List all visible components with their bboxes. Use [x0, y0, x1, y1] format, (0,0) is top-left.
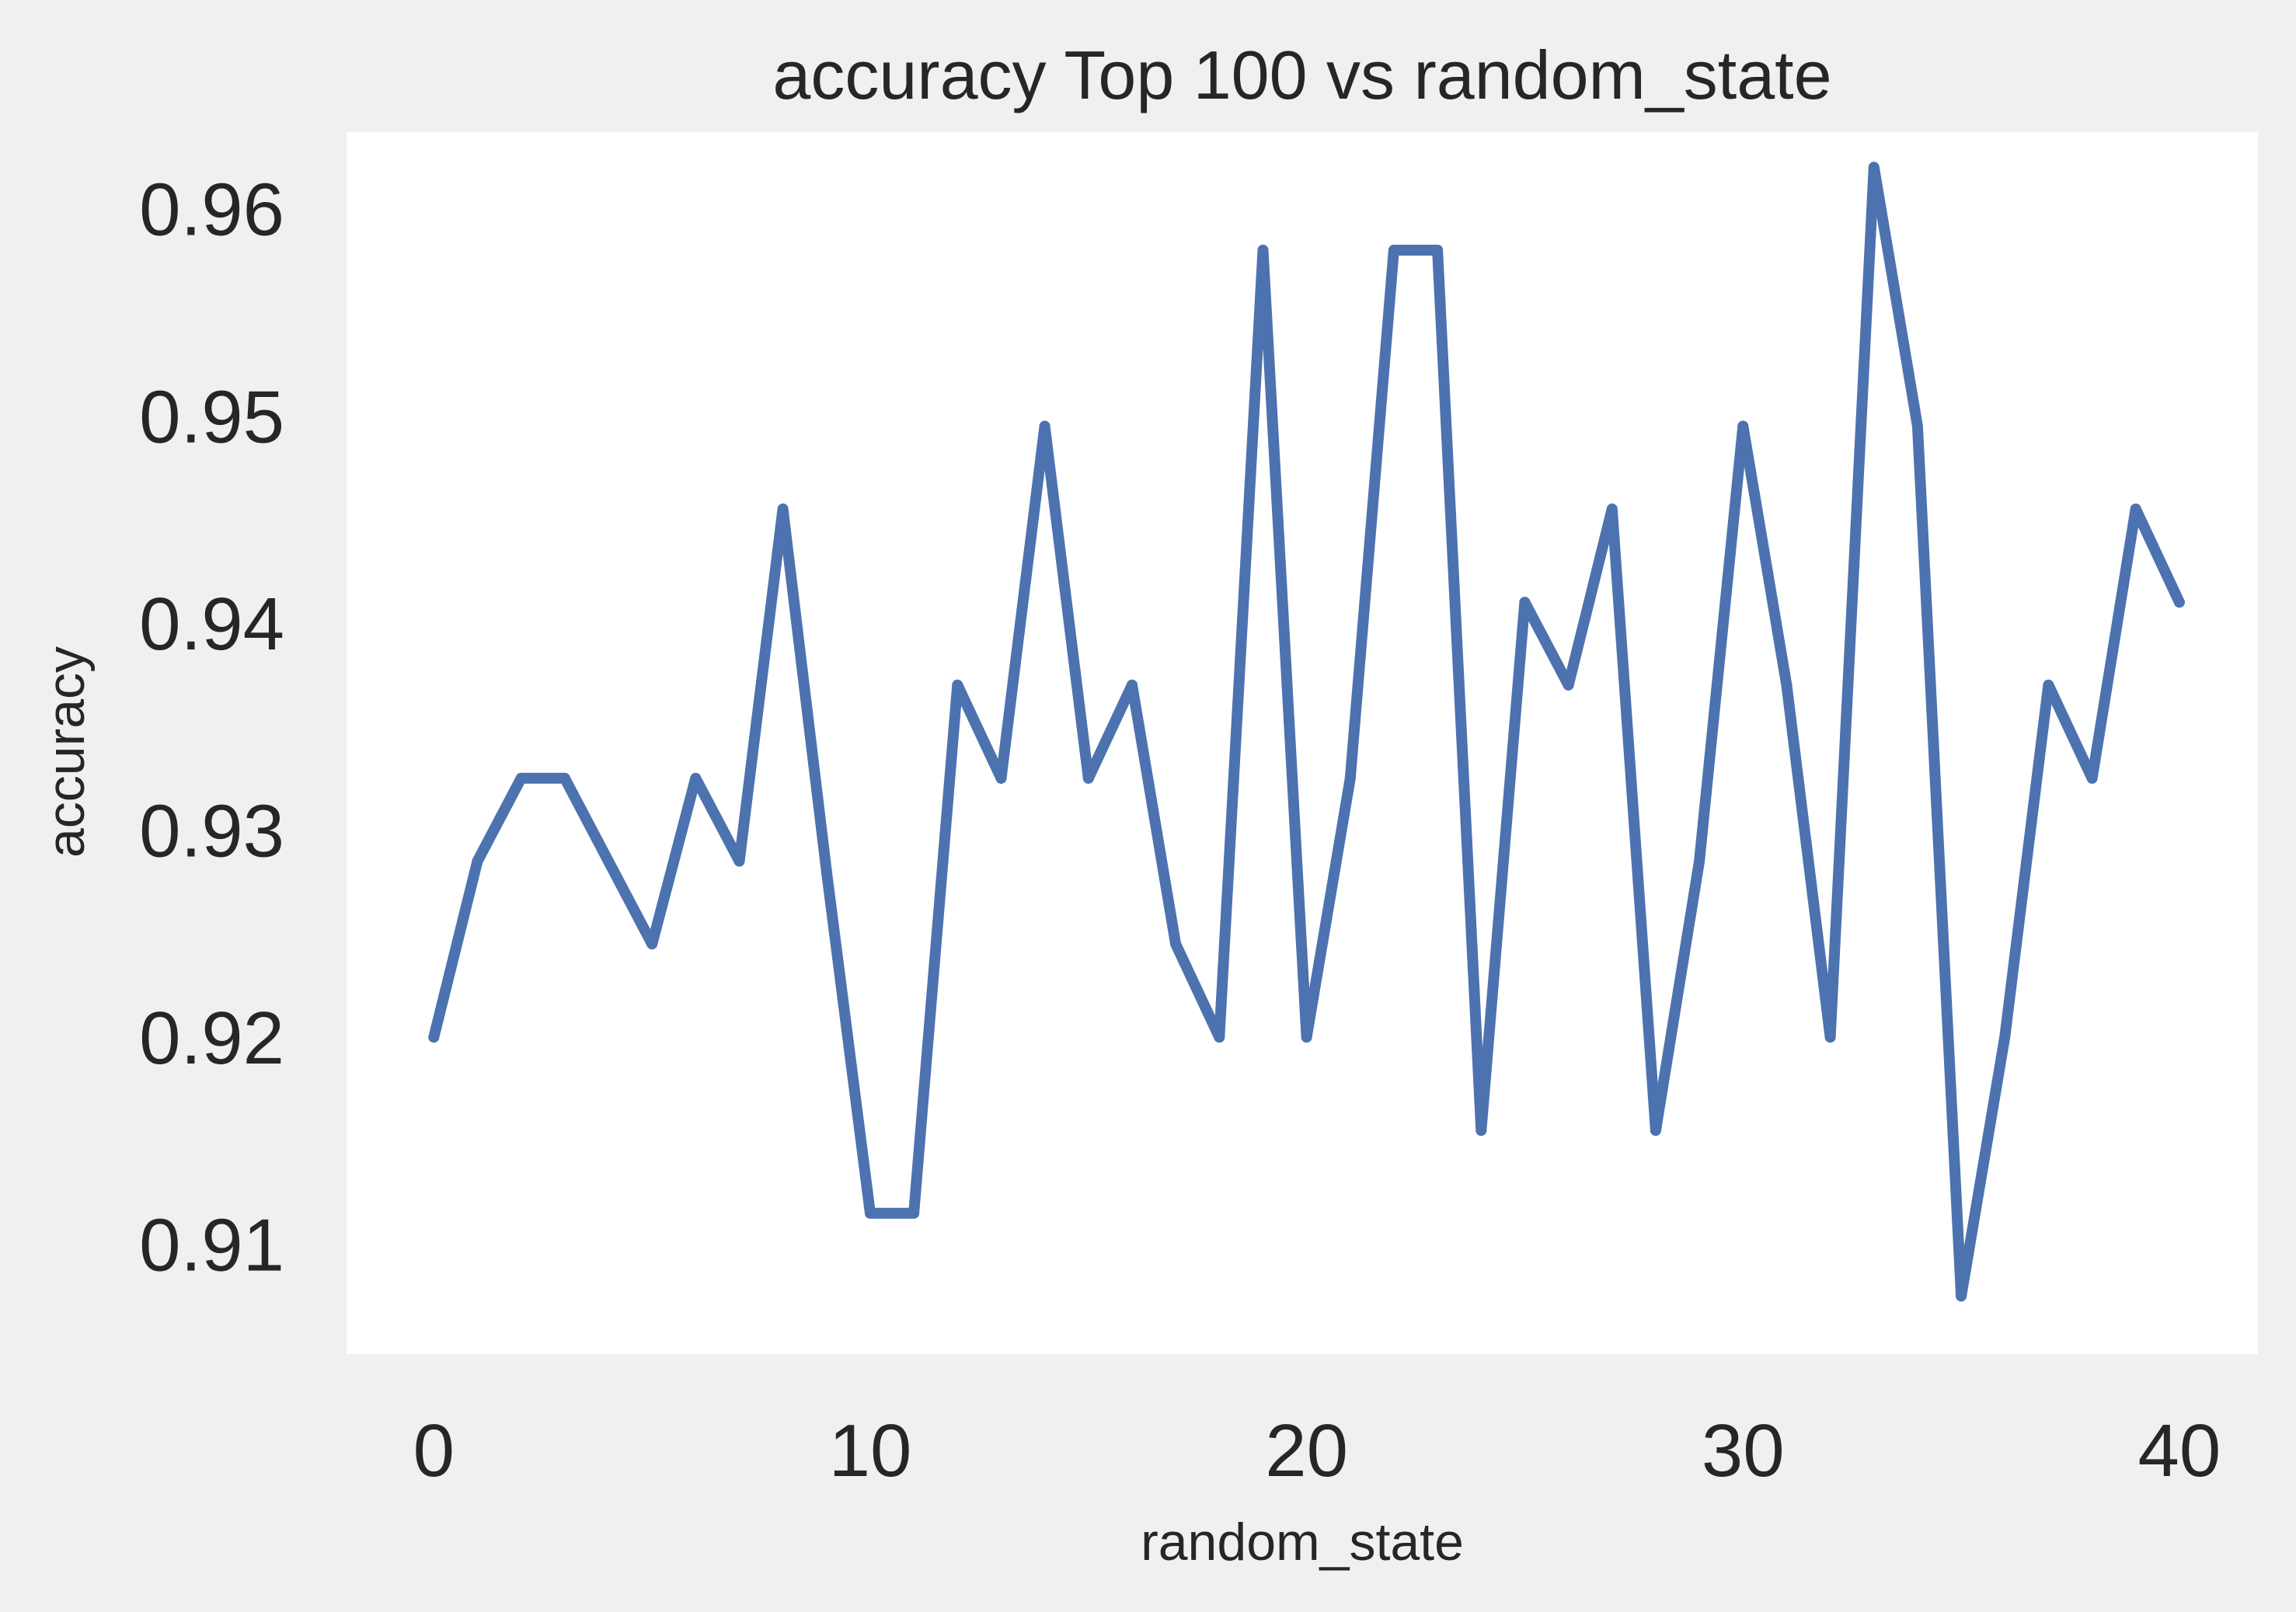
data-point	[1911, 420, 1923, 432]
data-point	[559, 772, 570, 784]
x-tick-labels: 0 10 20 30 40	[413, 1409, 2221, 1492]
data-point	[515, 772, 527, 784]
x-tick-label: 30	[1702, 1409, 1785, 1492]
data-point	[602, 855, 614, 867]
y-tick-label: 0.91	[139, 1204, 284, 1287]
data-point	[1082, 772, 1094, 784]
y-axis-label: accuracy	[37, 646, 96, 858]
data-point	[1170, 938, 1182, 950]
data-point	[1519, 597, 1531, 608]
data-point	[472, 855, 483, 867]
data-point	[1476, 1125, 1487, 1137]
data-point	[1781, 679, 1793, 691]
data-point	[1301, 1032, 1312, 1043]
x-tick-label: 40	[2138, 1409, 2221, 1492]
data-point	[995, 772, 1007, 784]
series-layer	[428, 162, 2185, 1302]
x-axis-label: random_state	[1141, 1513, 1464, 1572]
data-point	[1999, 1032, 2011, 1043]
data-point	[1563, 679, 1574, 691]
data-point	[1257, 244, 1269, 256]
plot-area	[347, 132, 2258, 1354]
data-point	[864, 1207, 876, 1219]
y-tick-label: 0.94	[139, 583, 284, 666]
data-point	[428, 1032, 440, 1043]
data-point	[1650, 1125, 1661, 1137]
data-point	[1388, 244, 1399, 256]
data-point	[1214, 1032, 1225, 1043]
data-point	[1694, 855, 1705, 867]
x-tick-label: 20	[1265, 1409, 1348, 1492]
data-point	[2173, 597, 2185, 608]
y-tick-label: 0.93	[139, 789, 284, 872]
y-tick-labels: 0.91 0.92 0.93 0.94 0.95 0.96	[139, 169, 284, 1287]
data-point	[1432, 244, 1444, 256]
data-point	[1126, 679, 1138, 691]
data-point	[952, 679, 963, 691]
data-point	[2086, 772, 2098, 784]
data-point	[777, 503, 789, 515]
data-point	[1868, 162, 1880, 173]
x-tick-label: 0	[413, 1409, 455, 1492]
data-point	[2043, 679, 2054, 691]
data-point	[690, 772, 702, 784]
data-point	[733, 855, 745, 867]
data-point	[1956, 1290, 1967, 1302]
data-point	[1606, 503, 1618, 515]
data-point	[1824, 1032, 1836, 1043]
y-tick-label: 0.95	[139, 375, 284, 458]
x-tick-label: 10	[829, 1409, 912, 1492]
chart-title: accuracy Top 100 vs random_state	[772, 37, 1831, 113]
data-point	[2130, 503, 2141, 515]
y-tick-label: 0.96	[139, 169, 284, 252]
data-point	[1344, 772, 1356, 784]
data-point	[820, 865, 832, 877]
data-point	[908, 1207, 920, 1219]
y-tick-label: 0.92	[139, 997, 284, 1080]
data-point	[1039, 420, 1050, 432]
data-point	[1737, 420, 1749, 432]
data-point	[646, 938, 658, 950]
